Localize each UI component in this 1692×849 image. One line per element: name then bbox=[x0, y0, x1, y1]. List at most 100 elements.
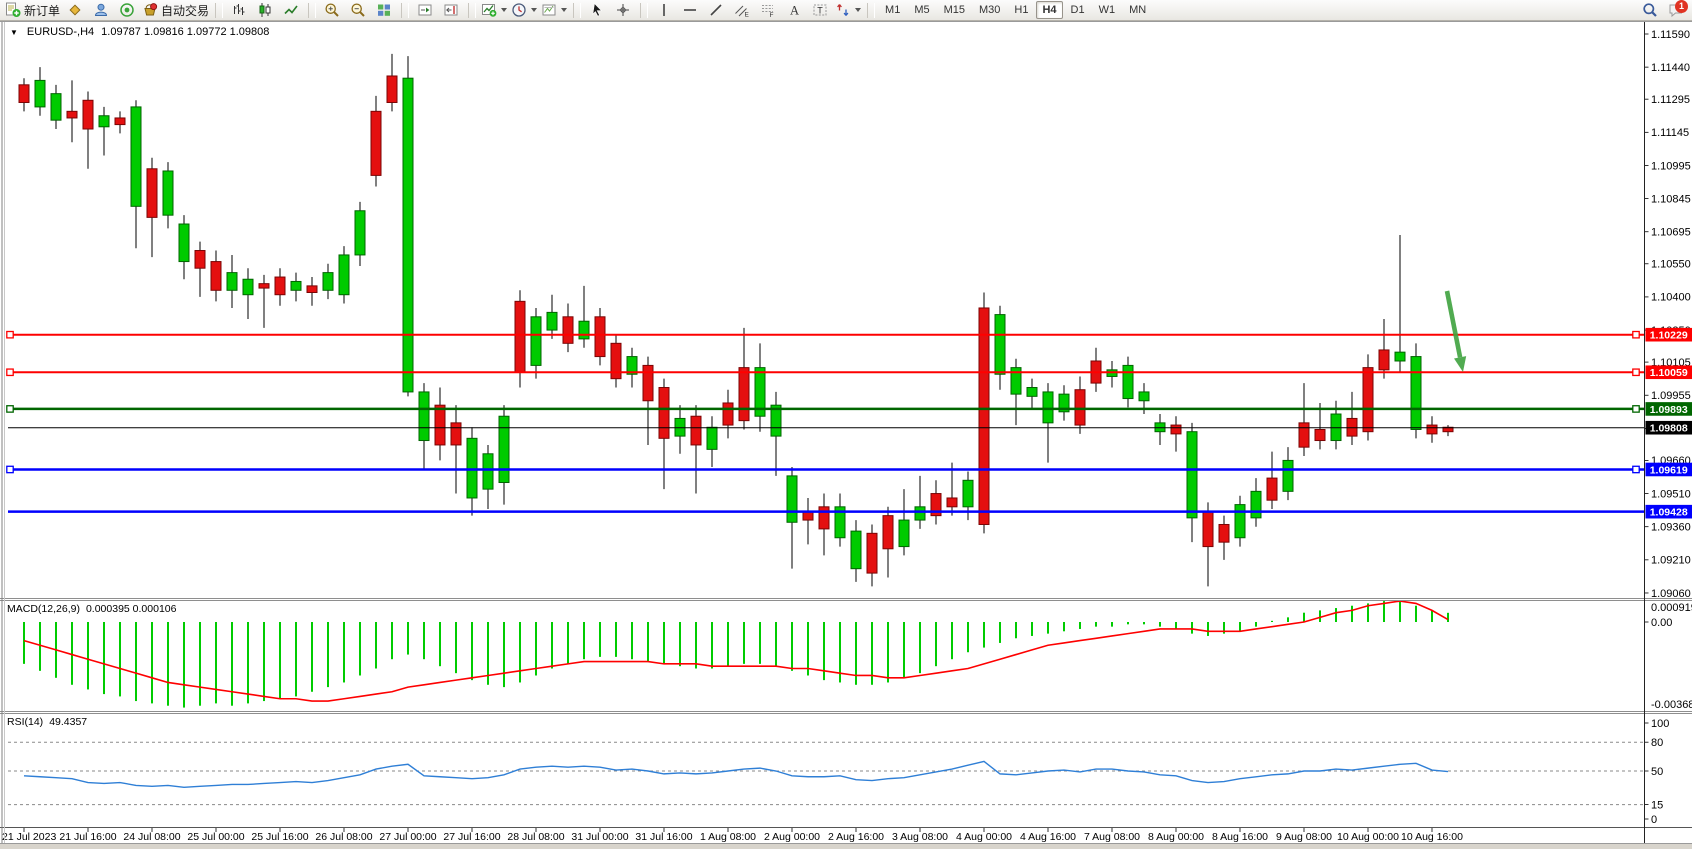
market-watch-button[interactable] bbox=[114, 1, 140, 20]
bearish-candle bbox=[1298, 422, 1310, 448]
trend-line-button[interactable] bbox=[703, 1, 729, 20]
templates-button[interactable] bbox=[539, 1, 569, 20]
periods-button[interactable] bbox=[509, 1, 539, 20]
macd-axis-label: 0.000919 bbox=[1651, 602, 1692, 614]
line-handle[interactable] bbox=[6, 368, 14, 377]
chevron-down-icon[interactable] bbox=[501, 8, 508, 12]
time-tick-label: 21 Jul 16:00 bbox=[59, 831, 116, 843]
line-handle[interactable] bbox=[6, 405, 14, 413]
text-button[interactable]: A bbox=[781, 1, 807, 20]
bar-chart-icon bbox=[234, 4, 245, 15]
timeframe-m30-button[interactable]: M30 bbox=[979, 4, 1001, 16]
bullish-candle bbox=[242, 278, 254, 296]
chart-window[interactable]: 1.11590 1.11440 1.11295 1.11145 1.10995 1.108… bbox=[0, 21, 1692, 849]
bullish-candle bbox=[1282, 459, 1294, 492]
rsi-axis-label: 100 bbox=[1651, 718, 1669, 730]
chevron-down-icon[interactable] bbox=[561, 8, 568, 12]
bearish-candle bbox=[514, 300, 526, 373]
timeframe-h1-button[interactable]: H1 bbox=[1014, 4, 1029, 16]
fibonacci-button[interactable]: F bbox=[755, 1, 781, 20]
search-icon bbox=[1643, 3, 1657, 17]
chart-shift-button[interactable] bbox=[438, 1, 464, 20]
macd-indicator-label[interactable]: MACD(12,26,9) 0.000395 0.000106 bbox=[7, 603, 176, 615]
bearish-candle bbox=[1202, 510, 1214, 548]
tile-windows-button[interactable] bbox=[371, 1, 397, 20]
symbol-list-icon bbox=[69, 4, 81, 16]
bullish-candle bbox=[50, 93, 62, 121]
chevron-down-icon[interactable] bbox=[855, 8, 862, 12]
bullish-candle bbox=[354, 210, 366, 256]
bar-chart-button[interactable] bbox=[226, 1, 252, 20]
macd-pane: 0.000919 0.00 -0.003682 bbox=[23, 600, 1692, 711]
price-badge-label: 1.09619 bbox=[1650, 464, 1688, 476]
text-label-button[interactable]: T bbox=[807, 1, 833, 20]
arrow-annotation[interactable] bbox=[1444, 290, 1467, 372]
time-tick-label: 24 Jul 08:00 bbox=[123, 831, 180, 843]
notifications-button[interactable]: 1 bbox=[1663, 0, 1689, 20]
toolbar-group bbox=[584, 0, 636, 21]
bearish-candle bbox=[450, 422, 462, 446]
timeframe-m5-button[interactable]: M5 bbox=[914, 4, 930, 16]
timeframe-mn-button[interactable]: MN bbox=[1129, 4, 1147, 16]
rsi-indicator-label[interactable]: RSI(14) 49.4357 bbox=[7, 716, 87, 728]
bearish-candle bbox=[274, 276, 286, 296]
cursor-button[interactable] bbox=[584, 1, 610, 20]
autotrade-button[interactable]: 自动交易 bbox=[140, 1, 211, 20]
vertical-line-button[interactable] bbox=[651, 1, 677, 20]
bearish-candle bbox=[306, 285, 318, 293]
timeframe-h4-button[interactable]: H4 bbox=[1036, 1, 1063, 19]
time-tick-label: 9 Aug 08:00 bbox=[1276, 831, 1332, 843]
bearish-candle bbox=[210, 261, 222, 291]
time-tick-label: 1 Aug 08:00 bbox=[700, 831, 756, 843]
price-tick-label: 1.10550 bbox=[1651, 259, 1691, 271]
auto-scroll-button[interactable] bbox=[412, 1, 438, 20]
symbol-list-button[interactable] bbox=[62, 1, 88, 20]
timeframe-group: M1 M5 M15 M30 H1 H4 D1 W1 MN bbox=[878, 0, 1153, 21]
indicators-button[interactable] bbox=[479, 1, 509, 20]
search-button[interactable] bbox=[1637, 1, 1663, 20]
main-toolbar: 新订单 自动交易 E F A T M1 M5 M15 M30 H1 H4 D1 W1 MN 1 bbox=[0, 0, 1692, 21]
timeframe-m15-button[interactable]: M15 bbox=[943, 4, 965, 16]
profiles-button[interactable] bbox=[88, 1, 114, 20]
time-tick-label: 8 Aug 00:00 bbox=[1148, 831, 1204, 843]
macd-axis-label: 0.00 bbox=[1651, 617, 1672, 629]
line-handle[interactable] bbox=[1632, 405, 1640, 413]
line-handle[interactable] bbox=[1632, 330, 1640, 339]
candlestick-chart-button[interactable] bbox=[252, 1, 278, 20]
new-order-button[interactable]: 新订单 bbox=[3, 1, 62, 20]
time-tick-label: 3 Aug 08:00 bbox=[892, 831, 948, 843]
line-handle[interactable] bbox=[6, 330, 14, 339]
bullish-candle bbox=[914, 506, 926, 521]
zoom-out-button[interactable] bbox=[345, 1, 371, 20]
time-tick-label: 7 Aug 08:00 bbox=[1084, 831, 1140, 843]
periods-icon bbox=[512, 3, 526, 17]
crosshair-button[interactable] bbox=[610, 1, 636, 20]
line-handle[interactable] bbox=[1632, 368, 1640, 377]
horizontal-line-button[interactable] bbox=[677, 1, 703, 20]
timeframe-m1-button[interactable]: M1 bbox=[885, 4, 901, 16]
line-handle[interactable] bbox=[1632, 465, 1640, 474]
time-axis[interactable]: 21 Jul 2023 21 Jul 16:00 24 Jul 08:00 25 Ju… bbox=[2, 827, 1463, 843]
arrows-button[interactable] bbox=[833, 1, 863, 20]
bullish-candle bbox=[1122, 364, 1134, 400]
time-tick-label: 25 Jul 00:00 bbox=[187, 831, 244, 843]
zoom-in-button[interactable] bbox=[319, 1, 345, 20]
bullish-candle bbox=[1410, 356, 1422, 430]
line-chart-button[interactable] bbox=[278, 1, 304, 20]
toolbar-separator bbox=[573, 2, 582, 18]
equidistant-channel-button[interactable]: E bbox=[729, 1, 755, 20]
chart-dropdown-icon[interactable]: ▼ bbox=[10, 27, 18, 37]
time-tick-label: 10 Aug 00:00 bbox=[1337, 831, 1399, 843]
timeframe-w1-button[interactable]: W1 bbox=[1098, 4, 1116, 16]
price-axis[interactable]: 1.11590 1.11440 1.11295 1.11145 1.10995 1.108… bbox=[1644, 29, 1691, 600]
timeframe-d1-button[interactable]: D1 bbox=[1070, 4, 1085, 16]
bullish-candle bbox=[994, 314, 1006, 375]
bullish-candle bbox=[770, 404, 782, 437]
toolbar-group: 新订单 自动交易 bbox=[3, 0, 211, 21]
price-badge bbox=[1645, 504, 1692, 519]
chart-canvas[interactable]: 1.11590 1.11440 1.11295 1.11145 1.10995 1.108… bbox=[0, 21, 1692, 849]
price-badge bbox=[1645, 327, 1692, 342]
arrows-icon bbox=[837, 4, 849, 16]
chevron-down-icon[interactable] bbox=[531, 8, 538, 12]
line-handle[interactable] bbox=[6, 465, 14, 474]
